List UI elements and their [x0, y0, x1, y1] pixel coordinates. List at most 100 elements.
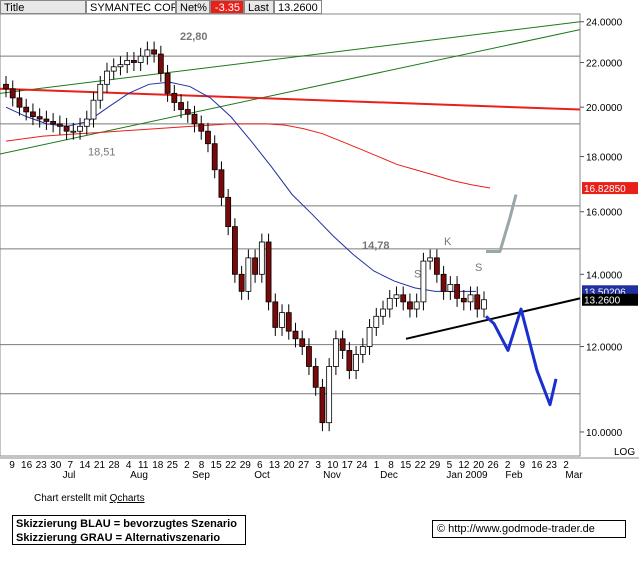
candle-body — [447, 284, 454, 292]
candle-body — [467, 294, 474, 303]
net-label: Net% — [176, 0, 210, 14]
annotations: 22,80 18,51 14,78 S K S — [88, 31, 482, 281]
legend-gray: Skizzierung GRAU = Alternativszenario — [16, 532, 221, 544]
candle-body — [292, 330, 299, 340]
x-day-tick: 4 — [126, 460, 132, 471]
x-day-tick: 29 — [240, 460, 252, 471]
title-value: SYMANTEC CORP — [86, 0, 176, 14]
candle-body — [104, 70, 110, 85]
x-day-tick: 3 — [315, 460, 321, 471]
x-day-tick: 21 — [94, 460, 106, 471]
x-day-tick: 8 — [388, 460, 394, 471]
candle-body — [460, 297, 467, 303]
y-tick-label: 16.0000 — [586, 208, 623, 219]
x-day-tick: 2 — [563, 460, 569, 471]
x-day-tick: 5 — [447, 460, 453, 471]
y-tick-label: 10.0000 — [586, 428, 623, 439]
candle-body — [272, 301, 279, 328]
scenario-sketches — [484, 194, 558, 407]
x-month-label: Feb — [505, 470, 523, 481]
candle-body — [3, 83, 9, 90]
x-month-label: Sep — [192, 470, 210, 481]
candle-body — [110, 66, 117, 72]
title-label: Title — [0, 0, 86, 14]
x-day-tick: 30 — [50, 460, 62, 471]
x-month-label: Jan 2009 — [446, 470, 488, 481]
candle-body — [407, 301, 413, 310]
x-day-tick: 20 — [283, 460, 295, 471]
candle-body — [366, 327, 373, 347]
candle-body — [400, 294, 407, 303]
candle-body — [36, 116, 43, 120]
candle-body — [198, 123, 205, 132]
candle-body — [312, 366, 319, 388]
candle-body — [481, 299, 487, 310]
credit-prefix: Chart erstellt mit — [34, 493, 110, 504]
candle-body — [265, 241, 272, 303]
candle-body — [474, 294, 481, 310]
candle-body — [373, 315, 380, 328]
x-day-tick: 11 — [138, 460, 149, 471]
x-axis: 9 16 23 30 7 14 21 28 4 11 18 25 2 8 15 22 29 6 13 20 27 3 10 1… — [0, 457, 639, 481]
x-day-tick: 28 — [108, 460, 120, 471]
x-day-tick: 22 — [225, 460, 237, 471]
candle-body — [211, 143, 218, 171]
candle-body — [144, 49, 151, 57]
candle-body — [238, 273, 245, 292]
x-day-tick: 24 — [356, 460, 368, 471]
candle-body — [285, 312, 292, 332]
candle-body — [279, 312, 285, 328]
x-month-label: Nov — [323, 470, 341, 481]
scenario-legend: Skizzierung BLAU = bevorzugtes Szenario … — [12, 515, 246, 545]
candle-body — [77, 125, 83, 132]
price-tag-label: 13.2600 — [584, 296, 621, 307]
x-day-tick: 26 — [488, 460, 500, 471]
log-scale-label: LOG — [614, 447, 635, 458]
annotation-label: 14,78 — [362, 240, 390, 252]
plot-frame — [0, 13, 581, 457]
candle-body — [306, 346, 312, 367]
candles — [3, 41, 487, 432]
x-day-tick: 7 — [68, 460, 74, 471]
candle-body — [184, 109, 191, 115]
price-tag-label: 16.82850 — [584, 184, 626, 195]
y-axis: 10.0000 12.0000 14.0000 16.0000 18.0000 20.00… — [580, 18, 638, 458]
moving-average-line — [5, 81, 476, 292]
copyright-link[interactable]: © http://www.godmode-trader.de — [432, 520, 626, 538]
candle-body — [319, 386, 326, 424]
candle-body — [90, 99, 97, 120]
horizontal-levels — [0, 55, 580, 395]
candle-body — [97, 83, 104, 101]
candle-body — [43, 118, 50, 122]
trendline — [0, 21, 581, 94]
chart-grid — [0, 13, 581, 457]
candle-body — [205, 130, 211, 145]
candle-body — [433, 257, 440, 275]
candle-body — [332, 338, 339, 367]
y-tick-label: 14.0000 — [586, 270, 623, 281]
candle-body — [420, 260, 427, 303]
annotation-label: S — [475, 262, 482, 274]
x-month-label: Jul — [63, 470, 76, 481]
x-day-tick: 20 — [473, 460, 485, 471]
x-day-tick: 18 — [152, 460, 164, 471]
scenario-gray — [486, 194, 518, 253]
candle-body — [50, 121, 57, 125]
x-day-tick: 8 — [199, 460, 205, 471]
trendline — [405, 297, 581, 340]
credit-brand[interactable]: Qcharts — [109, 493, 145, 504]
candle-body — [225, 196, 232, 228]
annotation-label: S — [414, 269, 421, 281]
moving-average-line — [5, 123, 491, 189]
y-tick-label: 18.0000 — [586, 153, 623, 164]
annotation-label: K — [444, 236, 452, 248]
candle-body — [427, 257, 434, 262]
candle-body — [339, 338, 346, 351]
candle-body — [359, 346, 366, 355]
candle-body — [164, 72, 171, 94]
candle-body — [218, 169, 225, 198]
x-day-tick: 13 — [269, 460, 281, 471]
candle-body — [171, 92, 178, 103]
candle-body — [124, 59, 131, 66]
x-day-tick: 15 — [400, 460, 412, 471]
